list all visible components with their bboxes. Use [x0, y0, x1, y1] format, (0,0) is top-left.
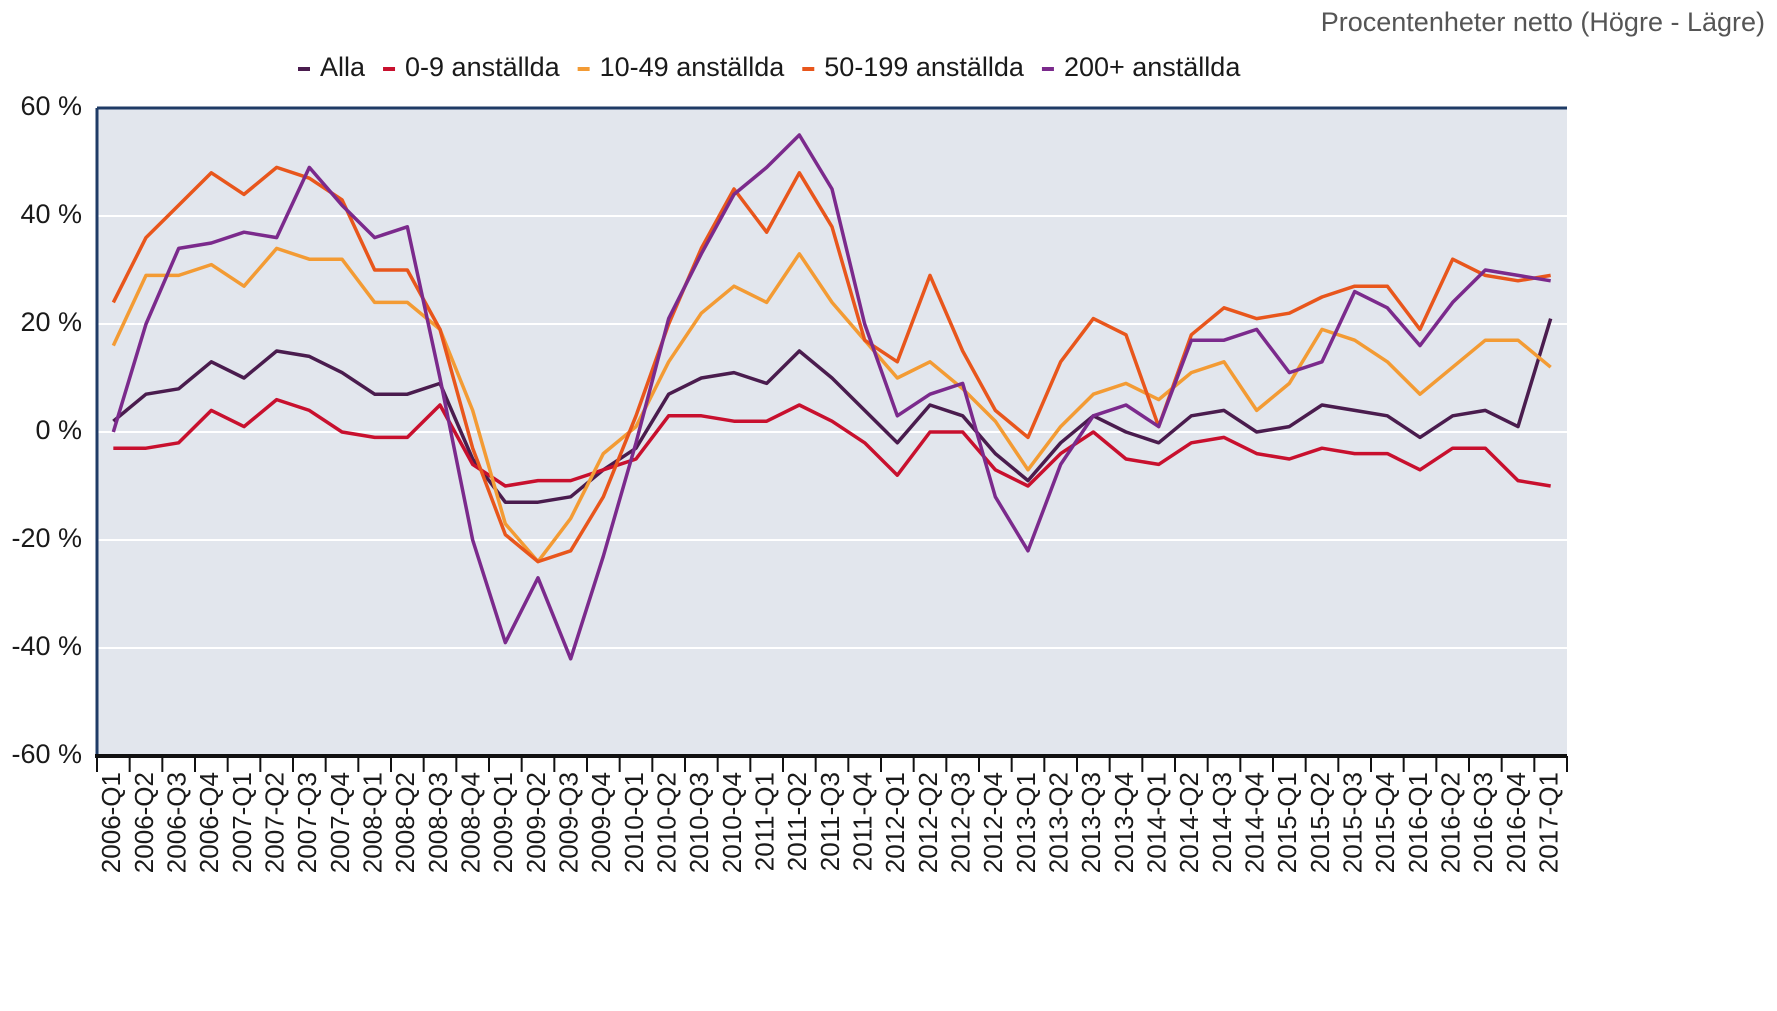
x-tick-label: 2015-Q2 [1305, 772, 1335, 873]
unit-label: Procentenheter netto (Högre - Lägre) [1321, 7, 1765, 37]
x-tick-label: 2017-Q1 [1534, 772, 1564, 873]
series-line [111, 133, 1551, 661]
x-tick-label: 2014-Q3 [1207, 772, 1237, 873]
series-line [112, 318, 1553, 504]
x-tick-label: 2009-Q2 [521, 772, 551, 873]
x-tick-label: 2013-Q2 [1044, 772, 1074, 873]
x-tick-label: 2008-Q3 [423, 772, 453, 873]
x-tick-label: 2006-Q3 [162, 772, 192, 873]
x-tick-label: 2016-Q4 [1501, 772, 1531, 873]
x-tick-label: 2010-Q4 [717, 772, 747, 873]
x-tick-label: 2010-Q1 [619, 772, 649, 873]
x-tick-label: 2014-Q1 [1142, 772, 1172, 873]
x-tick-label: 2016-Q1 [1403, 772, 1433, 873]
series-line [111, 246, 1552, 564]
x-tick-label: 2015-Q1 [1272, 772, 1302, 873]
x-tick-label: 2007-Q4 [325, 772, 355, 873]
x-tick-label: 2007-Q3 [292, 772, 322, 873]
x-tick-label: 2006-Q4 [194, 772, 224, 873]
x-tick-label: 2013-Q3 [1076, 772, 1106, 873]
x-tick-label: 2007-Q1 [227, 772, 257, 873]
x-tick-label: 2011-Q1 [750, 772, 780, 871]
x-tick-label: 2011-Q4 [848, 772, 878, 871]
y-tick-label: -20 % [11, 523, 82, 553]
y-tick-label: 60 % [20, 91, 82, 121]
x-tick-label: 2012-Q1 [880, 772, 910, 873]
legend-label: Alla [320, 52, 366, 82]
x-tick-label: 2012-Q3 [946, 772, 976, 873]
legend-label: 50-199 anställda [824, 52, 1025, 82]
x-tick-label: 2007-Q2 [260, 772, 290, 873]
y-tick-label: 20 % [20, 307, 82, 337]
x-tick-label: 2009-Q3 [554, 772, 584, 873]
x-tick-label: 2008-Q2 [390, 772, 420, 873]
x-tick-label: 2015-Q4 [1370, 772, 1400, 873]
x-tick-label: 2012-Q2 [913, 772, 943, 873]
y-tick-label: 0 % [35, 415, 82, 445]
x-tick-label: 2016-Q3 [1468, 772, 1498, 873]
x-tick-label: 2013-Q1 [1011, 772, 1041, 873]
x-tick-label: 2009-Q4 [586, 772, 616, 873]
legend-label: 200+ anställda [1064, 52, 1241, 82]
x-tick-label: 2011-Q3 [815, 772, 845, 871]
x-tick-label: 2013-Q4 [1109, 772, 1139, 873]
series-line [111, 165, 1551, 564]
x-tick-label: 2010-Q3 [684, 772, 714, 873]
x-tick-label: 2012-Q4 [978, 772, 1008, 873]
x-tick-label: 2011-Q2 [782, 772, 812, 871]
x-tick-label: 2006-Q2 [129, 772, 159, 873]
legend-label: 10-49 anställda [600, 52, 786, 82]
x-tick-label: 2009-Q1 [488, 772, 518, 873]
y-tick-label: 40 % [20, 199, 82, 229]
x-tick-label: 2016-Q2 [1436, 772, 1466, 873]
y-tick-label: -60 % [11, 739, 82, 769]
y-tick-label: -40 % [11, 631, 82, 661]
x-tick-label: 2014-Q2 [1174, 772, 1204, 873]
series-line [113, 397, 1551, 488]
x-tick-label: 2015-Q3 [1338, 772, 1368, 873]
x-tick-label: 2006-Q1 [96, 772, 126, 873]
x-tick-label: 2014-Q4 [1240, 772, 1270, 873]
x-tick-label: 2008-Q1 [358, 772, 388, 873]
legend-label: 0-9 anställda [405, 52, 561, 82]
x-tick-label: 2008-Q4 [456, 772, 486, 873]
x-tick-label: 2010-Q2 [652, 772, 682, 873]
